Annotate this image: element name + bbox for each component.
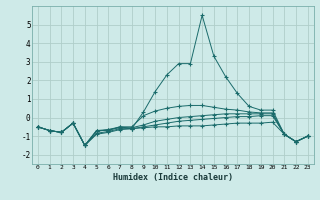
X-axis label: Humidex (Indice chaleur): Humidex (Indice chaleur) — [113, 173, 233, 182]
